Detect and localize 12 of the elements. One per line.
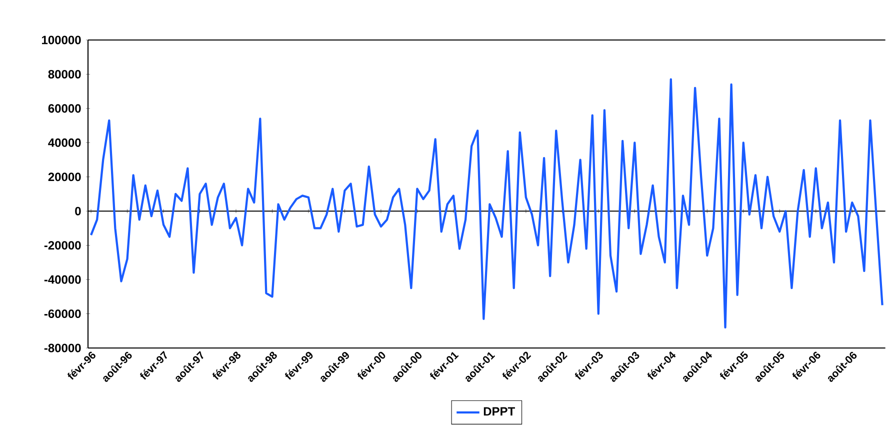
y-tick-label: -60000 — [44, 310, 81, 318]
y-tick-label: 0 — [75, 206, 81, 216]
y-tick-label: 60000 — [48, 104, 81, 113]
y-tick-label: 40000 — [48, 138, 81, 147]
y-tick-label: -80000 — [44, 344, 81, 352]
y-tick-label: -20000 — [44, 241, 81, 250]
y-tick-label: 80000 — [48, 70, 81, 78]
line-series — [90, 78, 884, 329]
y-tick-label: 100000 — [42, 36, 81, 44]
legend-label: DPPT — [484, 407, 515, 416]
y-tick-label: -40000 — [44, 275, 81, 284]
y-tick-label: 20000 — [48, 172, 81, 182]
